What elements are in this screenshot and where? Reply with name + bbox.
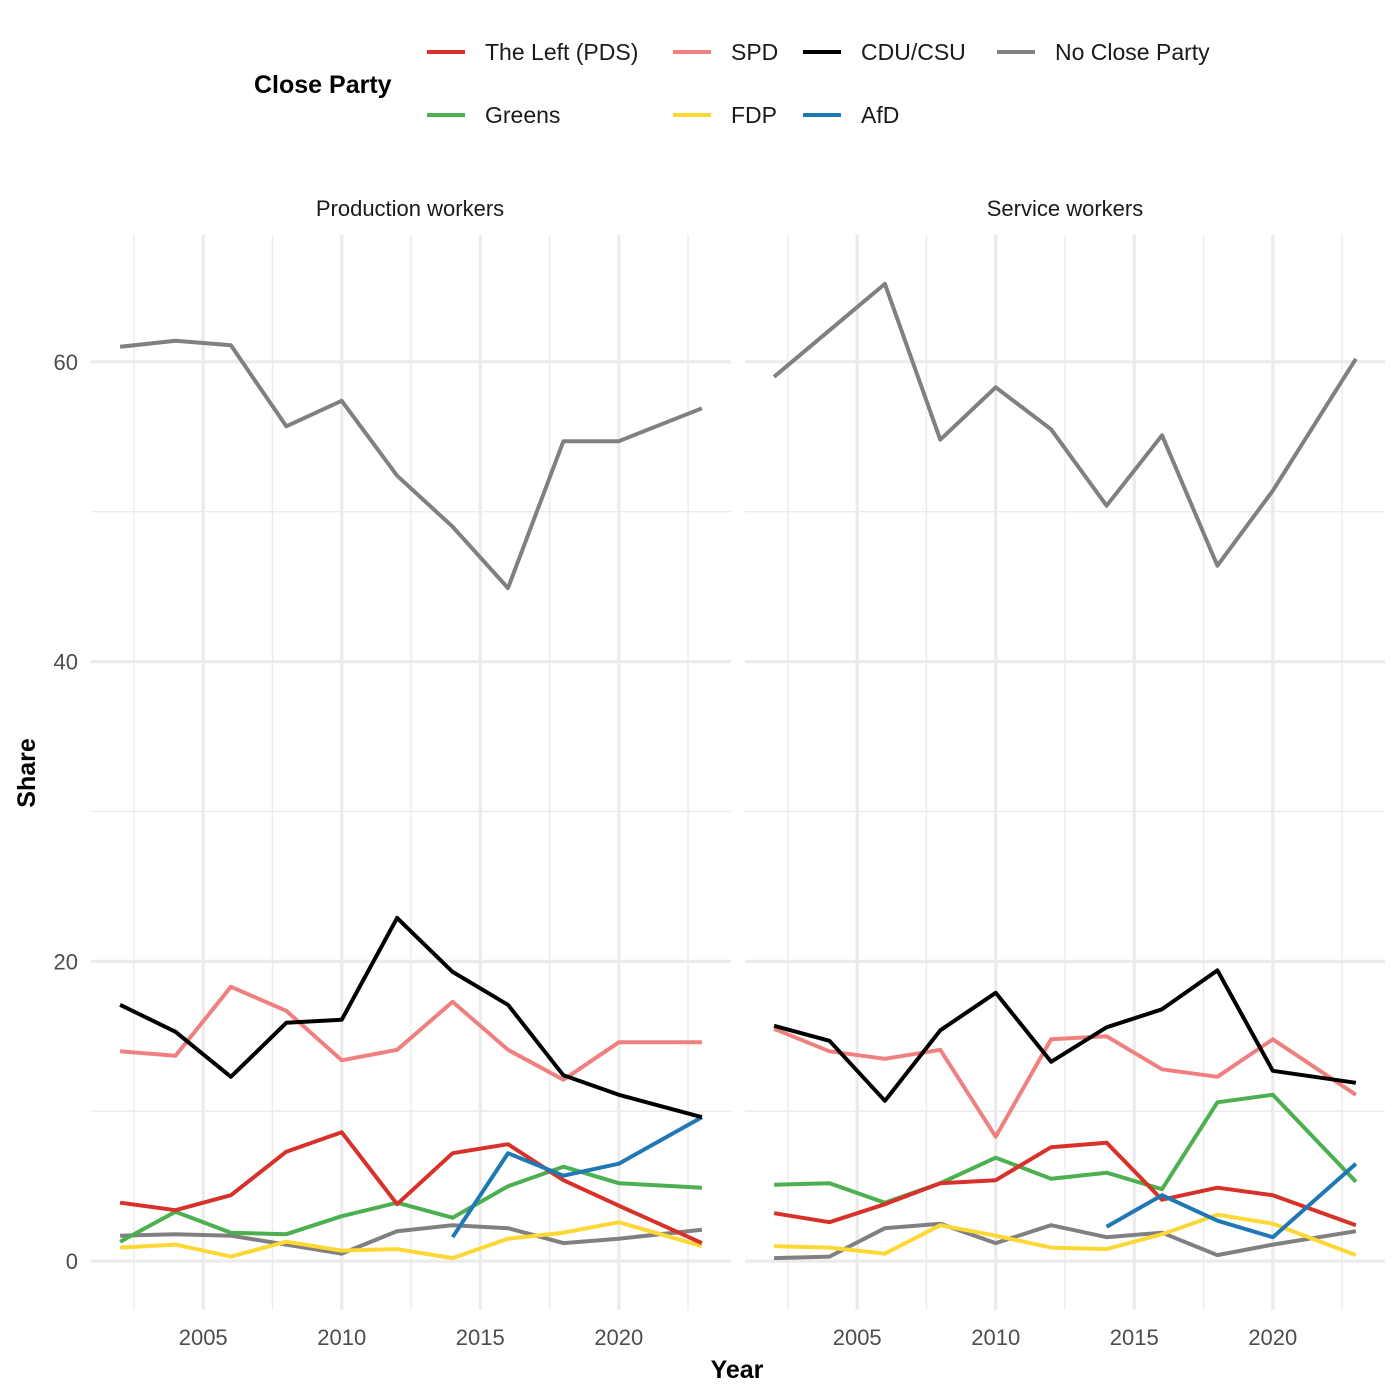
series-line-cdu-csu <box>119 915 703 1120</box>
y-tick-label: 20 <box>54 949 78 974</box>
facet-title-service: Service workers <box>987 196 1143 221</box>
gridlines <box>91 235 731 1310</box>
series-line-spd <box>119 984 702 1082</box>
series-line-afd <box>450 1115 703 1239</box>
legend-item-afd: AfD <box>803 102 899 128</box>
legend-label-no-close-party: No Close Party <box>1055 39 1210 65</box>
legend-item-the-left-pds: The Left (PDS) <box>427 39 638 65</box>
x-tick-label: 2020 <box>1248 1325 1297 1350</box>
x-tick-label: 2005 <box>179 1325 228 1350</box>
y-axis-ticks: 0 20 40 60 <box>54 350 78 1274</box>
x-axis-title: Year <box>711 1356 764 1384</box>
x-tick-label: 2010 <box>971 1325 1020 1350</box>
legend-label-afd: AfD <box>861 102 899 128</box>
series-line-spd <box>773 1026 1358 1139</box>
legend-label-the-left-pds: The Left (PDS) <box>485 39 638 65</box>
series-line-cdu-csu <box>773 968 1357 1103</box>
y-axis-title: Share <box>13 738 41 808</box>
legend-title: Close Party <box>254 71 392 99</box>
legend-item-cdu-csu: CDU/CSU <box>803 39 966 65</box>
x-tick-label: 2005 <box>833 1325 882 1350</box>
legend-label-greens: Greens <box>485 102 560 128</box>
legend-item-greens: Greens <box>427 102 560 128</box>
legend-item-fdp: FDP <box>673 102 777 128</box>
legend-label-spd: SPD <box>731 39 778 65</box>
series-line-fdp <box>119 1220 703 1261</box>
series-line-fdp <box>774 1212 1357 1257</box>
legend-item-spd: SPD <box>673 39 778 65</box>
legend: Close Party The Left (PDS) SPD CDU/CSU No C… <box>254 39 1210 128</box>
series-line-afd <box>1105 1162 1358 1240</box>
series-line-greens <box>774 1092 1358 1205</box>
facet-title-production: Production workers <box>316 196 504 221</box>
series-line-no-close-party-low <box>120 1223 703 1256</box>
legend-label-fdp: FDP <box>731 102 777 128</box>
series-line-the-left-pds <box>773 1140 1357 1228</box>
panel-service-workers <box>745 235 1385 1310</box>
x-tick-label: 2020 <box>594 1325 643 1350</box>
x-axis-ticks: 2005 2010 2015 2020 2005 2010 2015 2020 <box>179 1325 1298 1350</box>
x-tick-label: 2015 <box>456 1325 505 1350</box>
y-tick-label: 40 <box>54 650 78 675</box>
series-line-no-close-party <box>772 281 1358 568</box>
gridlines <box>745 235 1385 1310</box>
series-line-the-left-pds <box>119 1130 703 1245</box>
legend-item-no-close-party: No Close Party <box>997 39 1210 65</box>
y-tick-label: 0 <box>66 1249 78 1274</box>
y-tick-label: 60 <box>54 350 78 375</box>
legend-label-cdu-csu: CDU/CSU <box>861 39 966 65</box>
x-tick-label: 2015 <box>1110 1325 1159 1350</box>
series-line-no-close-party <box>119 338 703 591</box>
panel-production-workers <box>91 235 731 1310</box>
series-line-no-close-party-low <box>774 1221 1357 1261</box>
x-tick-label: 2010 <box>317 1325 366 1350</box>
